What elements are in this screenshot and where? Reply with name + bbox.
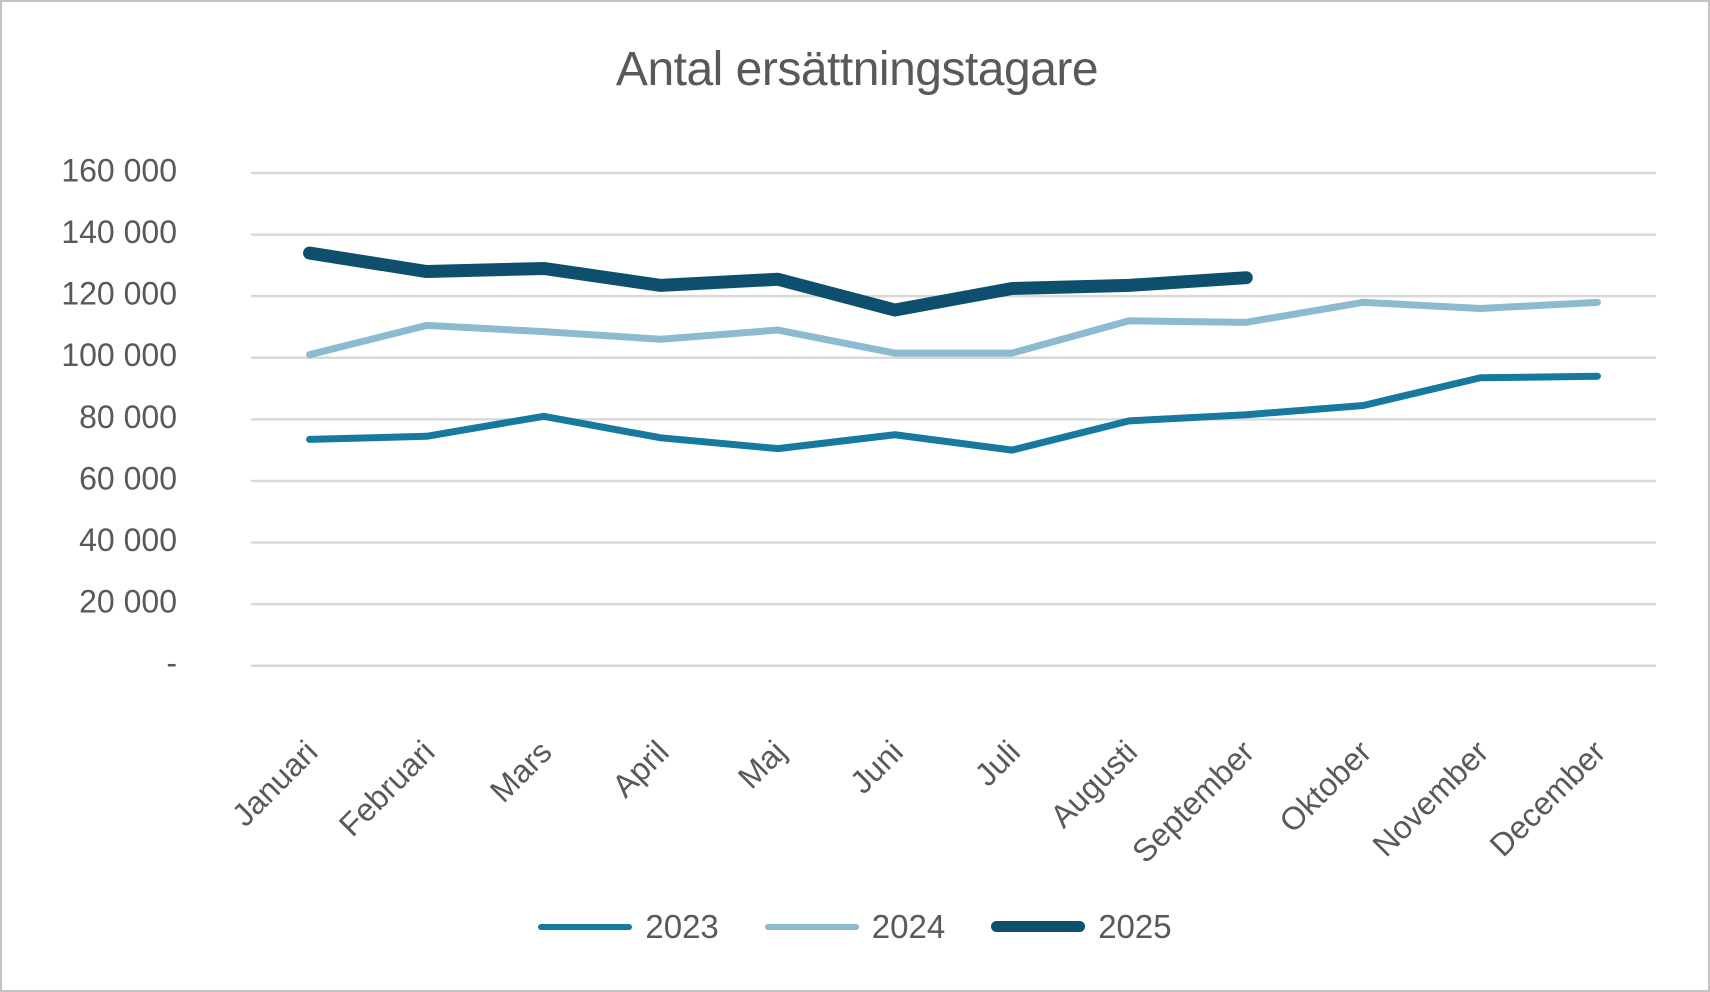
legend-label: 2023 (645, 908, 719, 945)
x-axis-label: Mars (483, 733, 559, 809)
chart-title: Antal ersättningstagare (615, 43, 1099, 96)
x-axis-label: Augusti (1043, 733, 1144, 834)
legend-label: 2024 (871, 908, 946, 945)
x-axis-label: Januari (225, 733, 325, 833)
legend-item-2024: 2024 (764, 908, 946, 945)
y-axis-label: 60 000 (79, 460, 177, 496)
x-axis-label: November (1365, 733, 1495, 863)
series-line-2025 (303, 246, 1253, 317)
y-axis-label: 140 000 (61, 214, 177, 250)
y-axis-label: - (166, 645, 177, 681)
legend-item-2023: 2023 (538, 908, 719, 945)
y-axis-label: 100 000 (61, 337, 177, 373)
x-axis-label: December (1483, 733, 1613, 863)
x-axis-label: April (605, 733, 676, 804)
x-axis-label: Juli (968, 733, 1027, 792)
series-line-2024 (306, 298, 1601, 359)
legend-line-sample-2024 (764, 923, 859, 930)
legend-line-sample-2023 (538, 923, 633, 930)
x-axis-label: Maj (731, 733, 793, 795)
chart-legend: 2023 2024 2025 (2, 910, 1708, 943)
y-axis-label: 40 000 (79, 522, 177, 558)
legend-item-2025: 2025 (991, 908, 1172, 945)
x-axis-label: Juni (843, 733, 910, 800)
series-line-2023 (306, 372, 1601, 454)
legend-label: 2025 (1098, 908, 1172, 945)
y-axis-label: 20 000 (79, 584, 177, 620)
x-axis-label: Oktober (1272, 733, 1378, 839)
y-axis-label: 160 000 (61, 152, 177, 188)
x-axis-label: Februari (332, 733, 442, 843)
x-axis-label: September (1125, 733, 1261, 869)
legend-line-sample-2025 (991, 921, 1086, 932)
y-axis-label: 120 000 (61, 276, 177, 312)
y-axis-label: 80 000 (79, 399, 177, 435)
